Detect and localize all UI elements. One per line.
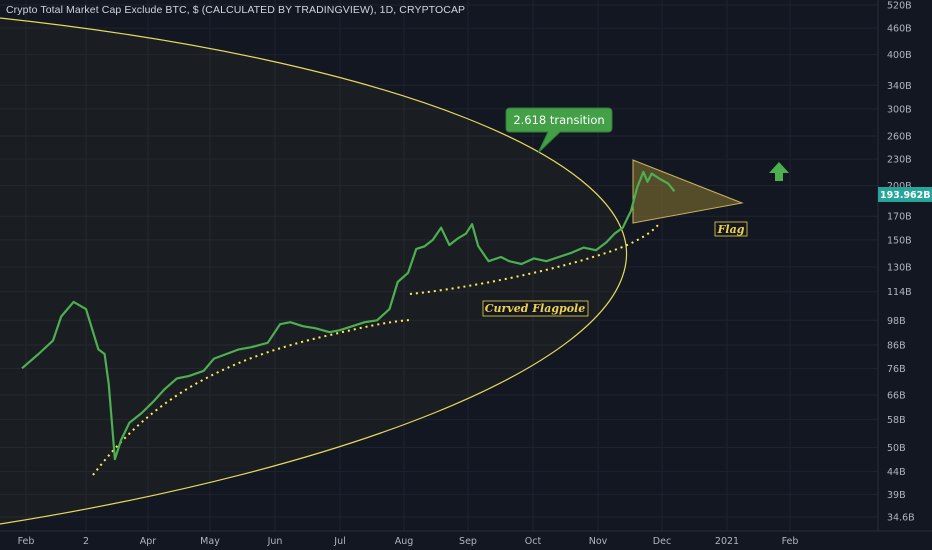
x-tick-label: 2: [83, 536, 89, 547]
x-tick-label: Apr: [140, 536, 157, 547]
y-tick-label: 58B: [887, 415, 906, 426]
x-tick-label: Sep: [459, 536, 477, 547]
y-tick-label: 460B: [887, 24, 912, 35]
chart-grid: [0, 0, 878, 531]
y-tick-label: 170B: [887, 212, 912, 223]
y-tick-label: 520B: [887, 1, 912, 12]
y-tick-label: 114B: [887, 287, 912, 298]
y-tick-label: 260B: [887, 131, 912, 142]
price-line: [21, 170, 676, 461]
y-tick-label: 66B: [887, 390, 906, 401]
y-tick-label: 230B: [887, 155, 912, 166]
flagpole-note[interactable]: Curved Flagpole: [482, 300, 589, 317]
y-tick-label: 34.6B: [887, 513, 915, 524]
y-tick-label: 150B: [887, 235, 912, 246]
x-tick-label: Feb: [18, 536, 35, 547]
callout-2618[interactable]: 2.618 transition: [505, 107, 613, 154]
x-tick-label: Oct: [525, 536, 542, 547]
x-tick-label: Nov: [589, 536, 608, 547]
flagpole-label: Curved Flagpole: [485, 302, 585, 315]
x-tick-label: Jul: [333, 536, 345, 547]
x-tick-label: Aug: [395, 536, 414, 547]
callout-label: 2.618 transition: [513, 113, 604, 127]
y-tick-label: 200B: [887, 181, 912, 192]
y-tick-label: 130B: [887, 262, 912, 273]
up-arrow-icon[interactable]: [769, 162, 789, 181]
x-tick-label: May: [200, 536, 220, 547]
y-tick-label: 86B: [887, 340, 906, 351]
y-tick-label: 340B: [887, 81, 912, 92]
y-tick-label: 400B: [887, 50, 912, 61]
chart-title: Crypto Total Market Cap Exclude BTC, $ (…: [6, 4, 466, 16]
price-axis[interactable]: 520B 460B 400B 340B 300B 260B 230B 200B 170B 150B…: [877, 0, 915, 531]
flag-note[interactable]: Flag: [714, 221, 748, 237]
y-tick-label: 50B: [887, 443, 906, 454]
y-tick-label: 76B: [887, 364, 906, 375]
y-tick-label: 300B: [887, 104, 912, 115]
flag-label: Flag: [717, 223, 745, 236]
flag-triangle[interactable]: [632, 159, 744, 224]
y-tick-label: 39B: [887, 490, 906, 501]
time-axis[interactable]: Feb 2 Apr May Jun Jul Aug Sep Oct Nov Dec 2021 Feb: [0, 530, 932, 547]
last-price-badge: 193.962B: [878, 187, 932, 202]
trendline-lower[interactable]: [92, 319, 411, 476]
x-tick-label: Feb: [782, 536, 799, 547]
x-tick-label: Dec: [653, 536, 671, 547]
x-tick-label: 2021: [715, 536, 739, 547]
x-tick-label: Jun: [267, 536, 283, 547]
last-price-text: 193.962B: [880, 190, 931, 201]
y-tick-label: 98B: [887, 316, 906, 327]
y-tick-label: 44B: [887, 467, 906, 478]
trendline-upper[interactable]: [409, 224, 659, 295]
